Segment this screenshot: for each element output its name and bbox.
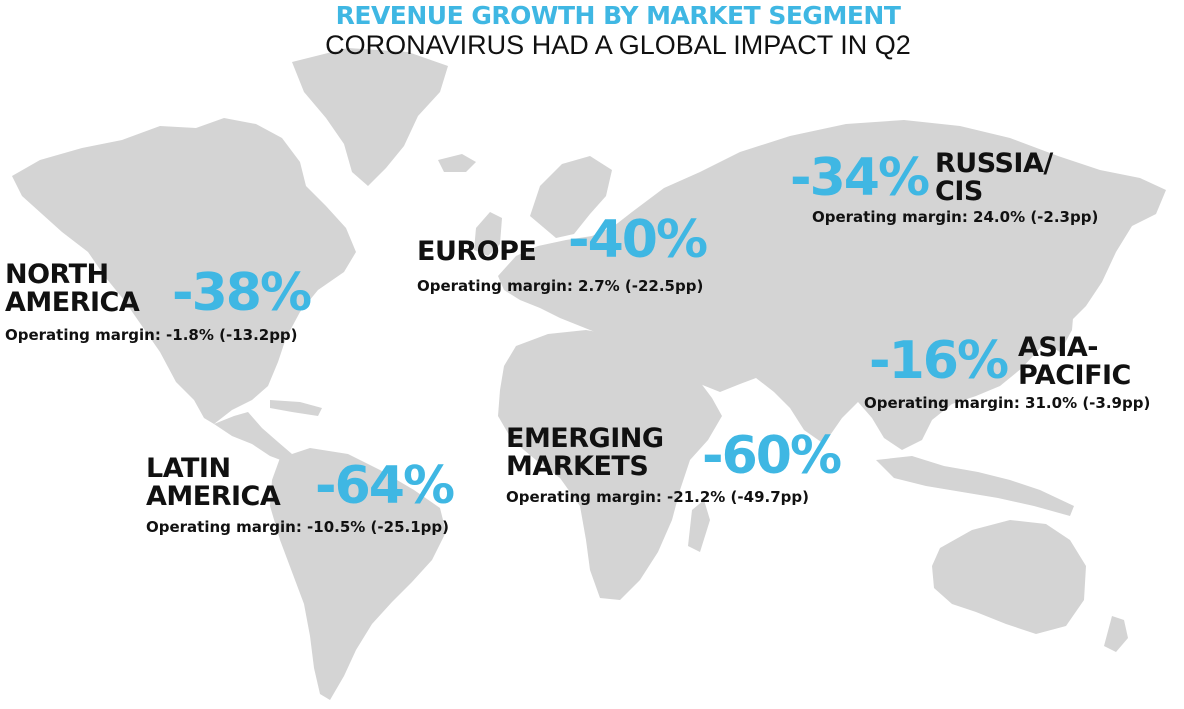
region-name: EUROPE xyxy=(417,236,537,267)
region-name: NORTH AMERICA xyxy=(5,259,140,318)
scandinavia-shape xyxy=(530,156,612,238)
growth-value: -34% xyxy=(790,148,930,208)
africa-shape xyxy=(498,330,722,600)
north-america-shape xyxy=(12,118,356,424)
region-name-line: RUSSIA/ xyxy=(935,148,1053,179)
region-name-line: LATIN xyxy=(146,453,231,484)
region-name: EMERGING MARKETS xyxy=(506,425,664,481)
region-name-line: EUROPE xyxy=(417,236,537,267)
new-zealand-shape xyxy=(1104,616,1128,652)
australia-shape xyxy=(932,520,1086,634)
growth-value: -64% xyxy=(315,456,455,516)
operating-margin-text: Operating margin: -21.2% (-49.7pp) xyxy=(506,488,809,506)
central-america-shape xyxy=(214,412,292,462)
growth-value: -16% xyxy=(869,331,1009,391)
british-isles-shape xyxy=(474,212,502,256)
growth-value: -38% xyxy=(172,263,312,323)
region-name-line: ASIA- xyxy=(1018,332,1098,363)
south-america-shape xyxy=(270,448,446,700)
operating-margin-text: Operating margin: -10.5% (-25.1pp) xyxy=(146,518,449,536)
region-name-line: EMERGING xyxy=(506,423,664,454)
operating-margin-text: Operating margin: -1.8% (-13.2pp) xyxy=(5,326,298,344)
growth-value: -60% xyxy=(702,426,842,486)
operating-margin-text: Operating margin: 24.0% (-2.3pp) xyxy=(812,208,1099,226)
iceland-shape xyxy=(438,154,476,172)
region-name-line: CIS xyxy=(935,176,983,207)
operating-margin-text: Operating margin: 31.0% (-3.9pp) xyxy=(864,394,1151,412)
greenland-shape xyxy=(292,48,448,186)
region-name-line: AMERICA xyxy=(5,287,140,318)
region-name: RUSSIA/ CIS xyxy=(935,150,1053,206)
chart-title: REVENUE GROWTH BY MARKET SEGMENT xyxy=(335,1,901,30)
chart-subtitle: CORONAVIRUS HAD A GLOBAL IMPACT IN Q2 xyxy=(325,30,911,60)
region-name: ASIA- PACIFIC xyxy=(1018,334,1131,390)
operating-margin-text: Operating margin: 2.7% (-22.5pp) xyxy=(417,277,704,295)
region-name-line: NORTH xyxy=(5,259,109,290)
eurasia-shape xyxy=(498,120,1166,450)
region-name-line: PACIFIC xyxy=(1018,360,1131,391)
maritime-asia-shape xyxy=(876,456,1074,516)
region-name-line: AMERICA xyxy=(146,481,281,512)
caribbean-shape xyxy=(270,400,322,416)
japan-shape xyxy=(1046,300,1074,352)
growth-value: -40% xyxy=(568,210,708,270)
region-name-line: MARKETS xyxy=(506,451,649,482)
madagascar-shape xyxy=(688,500,710,552)
region-name: LATIN AMERICA xyxy=(146,453,281,512)
